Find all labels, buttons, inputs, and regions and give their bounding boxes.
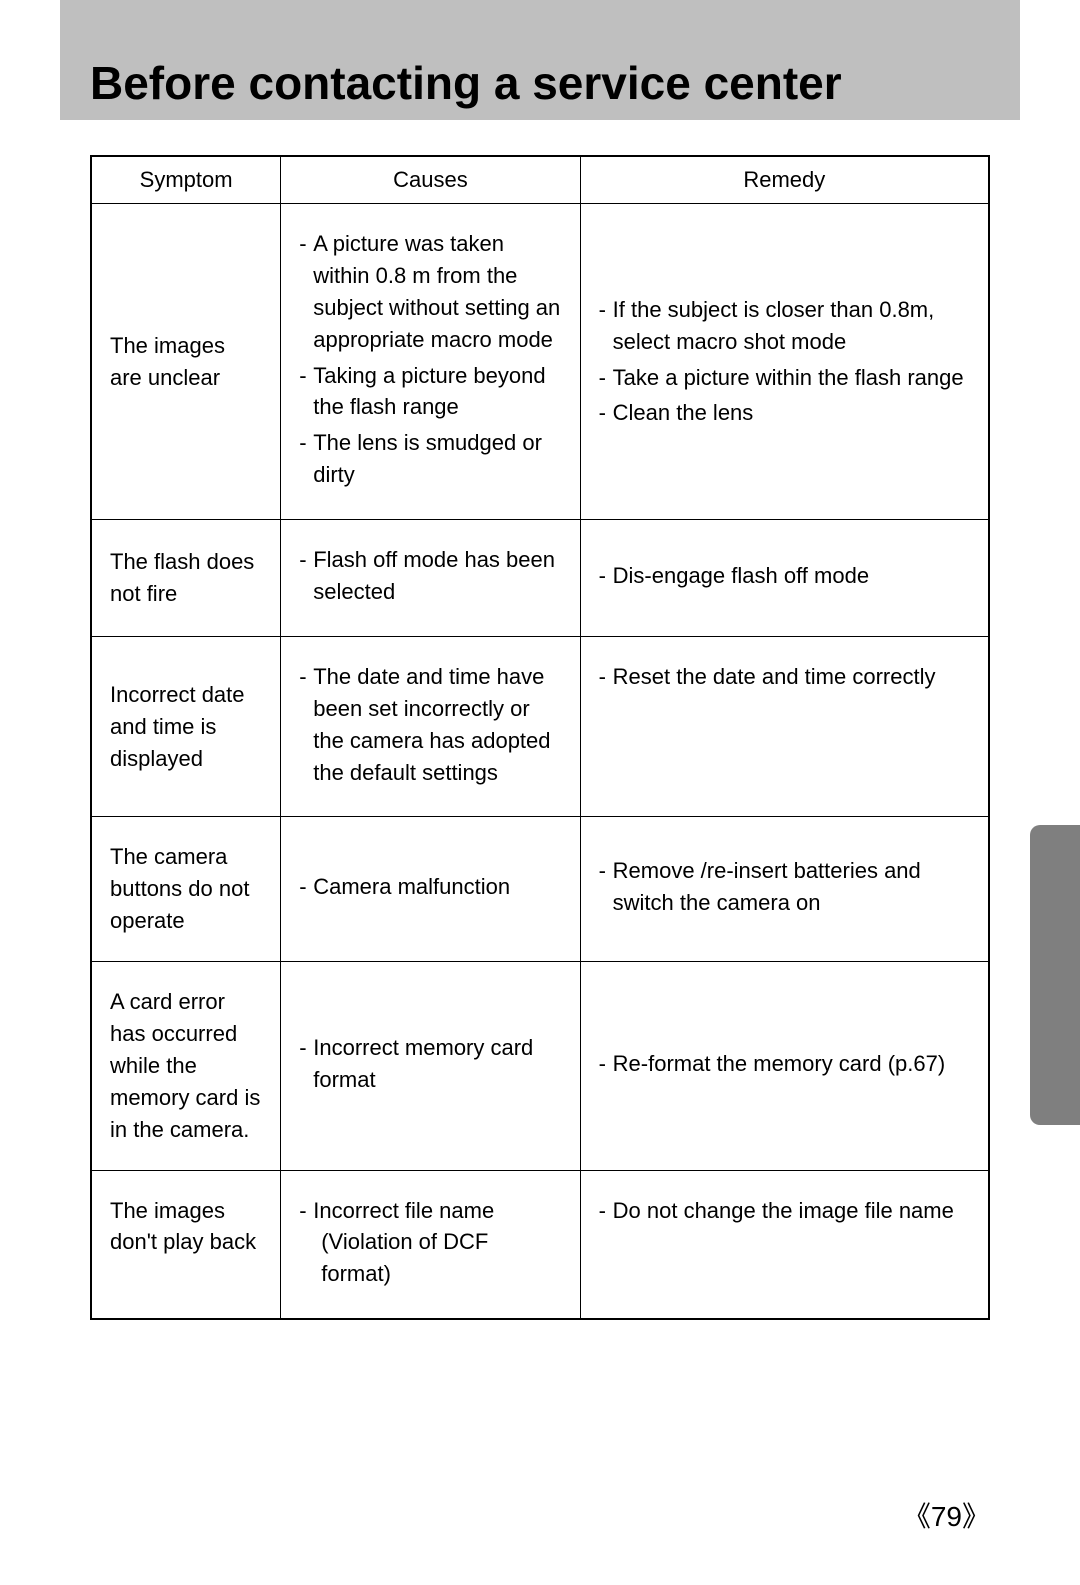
- table-row: A card error has occurred while the memo…: [91, 962, 989, 1170]
- remedy-item: Clean the lens: [599, 397, 970, 429]
- cause-item: Flash off mode has been selected: [299, 544, 561, 608]
- causes-cell: Incorrect file name (Violation of DCF fo…: [281, 1170, 580, 1319]
- table-row: Incorrect date and time is displayed The…: [91, 636, 989, 817]
- cause-item: Taking a picture beyond the flash range: [299, 360, 561, 424]
- causes-cell: Camera malfunction: [281, 817, 580, 962]
- table-row: The flash does not fire Flash off mode h…: [91, 520, 989, 637]
- troubleshooting-table: Symptom Causes Remedy The images are unc…: [90, 155, 990, 1320]
- symptom-cell: The flash does not fire: [91, 520, 281, 637]
- remedy-item: Remove /re-insert batteries and switch t…: [599, 855, 970, 919]
- remedy-item: Do not change the image file name: [599, 1195, 970, 1227]
- causes-cell: Flash off mode has been selected: [281, 520, 580, 637]
- table-row: The images don't play back Incorrect fil…: [91, 1170, 989, 1319]
- symptom-cell: The images don't play back: [91, 1170, 281, 1319]
- page-number: 《79》: [903, 1495, 990, 1535]
- remedy-cell: Reset the date and time correctly: [580, 636, 989, 817]
- causes-cell: A picture was taken within 0.8 m from th…: [281, 204, 580, 520]
- table-row: The camera buttons do not operate Camera…: [91, 817, 989, 962]
- cause-main: Incorrect file name: [313, 1198, 494, 1223]
- remedy-item: Re-format the memory card (p.67): [599, 1048, 970, 1080]
- remedy-cell: Re-format the memory card (p.67): [580, 962, 989, 1170]
- symptom-cell: A card error has occurred while the memo…: [91, 962, 281, 1170]
- col-header-remedy: Remedy: [580, 156, 989, 204]
- remedy-cell: Remove /re-insert batteries and switch t…: [580, 817, 989, 962]
- page-header: Before contacting a service center: [60, 0, 1020, 120]
- cause-item: Incorrect memory card format: [299, 1032, 561, 1096]
- remedy-item: If the subject is closer than 0.8m, sele…: [599, 294, 970, 358]
- cause-item: The lens is smudged or dirty: [299, 427, 561, 491]
- cause-item: Camera malfunction: [299, 871, 561, 903]
- cause-item: The date and time have been set incorrec…: [299, 661, 561, 789]
- remedy-cell: Dis-engage flash off mode: [580, 520, 989, 637]
- causes-cell: Incorrect memory card format: [281, 962, 580, 1170]
- remedy-item: Reset the date and time correctly: [599, 661, 970, 693]
- symptom-cell: The camera buttons do not operate: [91, 817, 281, 962]
- causes-cell: The date and time have been set incorrec…: [281, 636, 580, 817]
- symptom-cell: Incorrect date and time is displayed: [91, 636, 281, 817]
- side-tab: [1030, 825, 1080, 1125]
- remedy-cell: If the subject is closer than 0.8m, sele…: [580, 204, 989, 520]
- remedy-item: Dis-engage flash off mode: [599, 560, 970, 592]
- symptom-cell: The images are unclear: [91, 204, 281, 520]
- col-header-causes: Causes: [281, 156, 580, 204]
- cause-item: Incorrect file name (Violation of DCF fo…: [299, 1195, 561, 1291]
- page-title: Before contacting a service center: [90, 56, 842, 110]
- table-row: The images are unclear A picture was tak…: [91, 204, 989, 520]
- remedy-cell: Do not change the image file name: [580, 1170, 989, 1319]
- col-header-symptom: Symptom: [91, 156, 281, 204]
- table-header-row: Symptom Causes Remedy: [91, 156, 989, 204]
- cause-item: A picture was taken within 0.8 m from th…: [299, 228, 561, 356]
- remedy-item: Take a picture within the flash range: [599, 362, 970, 394]
- cause-sub: (Violation of DCF format): [313, 1226, 561, 1290]
